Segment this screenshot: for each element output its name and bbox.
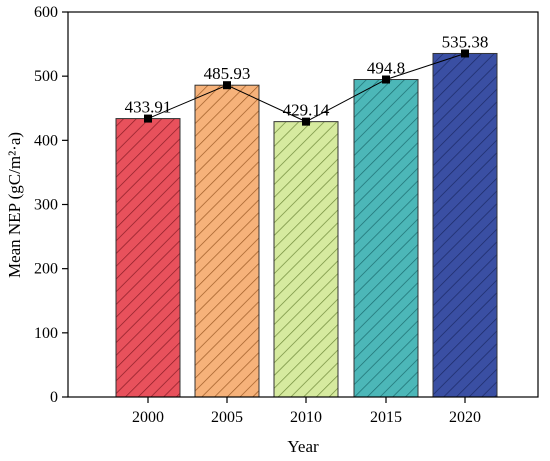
trend-marker-2000 [144,114,152,123]
trend-line-layer [144,49,469,126]
bar-2005 [194,84,260,398]
data-label-2020: 535.38 [442,32,489,51]
x-tick-label: 2015 [370,409,402,426]
y-tick-label: 500 [34,68,58,85]
x-axis-title: Year [287,437,319,456]
trend-marker-2015 [382,75,390,84]
y-tick-label: 0 [50,389,58,406]
trend-marker-2010 [302,117,310,126]
x-tick-label: 2000 [132,409,164,426]
y-tick-label: 400 [34,132,58,149]
bar-2020 [432,52,498,398]
y-tick-label: 300 [34,197,58,214]
data-label-2000: 433.91 [125,98,172,117]
data-label-2010: 429.14 [283,101,330,120]
y-tick-label: 100 [34,325,58,342]
x-tick-label: 2010 [290,409,322,426]
bar-2010 [273,121,339,398]
ticks-layer: 0 100 200 300 400 500 600 2000 2005 2010 2015 2020 [34,4,481,426]
data-labels-layer: 433.91 485.93 429.14 494.8 535.38 [125,32,489,119]
x-tick-label: 2005 [211,409,243,426]
bar-2000 [115,118,181,398]
data-label-2005: 485.93 [204,64,251,83]
trend-marker-2020 [461,49,469,58]
x-tick-label: 2020 [449,409,481,426]
trend-marker-2005 [223,81,231,90]
data-label-2015: 494.8 [367,59,405,78]
y-axis-title: Mean NEP (gC/m²·a) [5,132,24,278]
y-tick-label: 200 [34,261,58,278]
y-tick-label: 600 [34,4,58,21]
bar-2015 [353,79,419,398]
